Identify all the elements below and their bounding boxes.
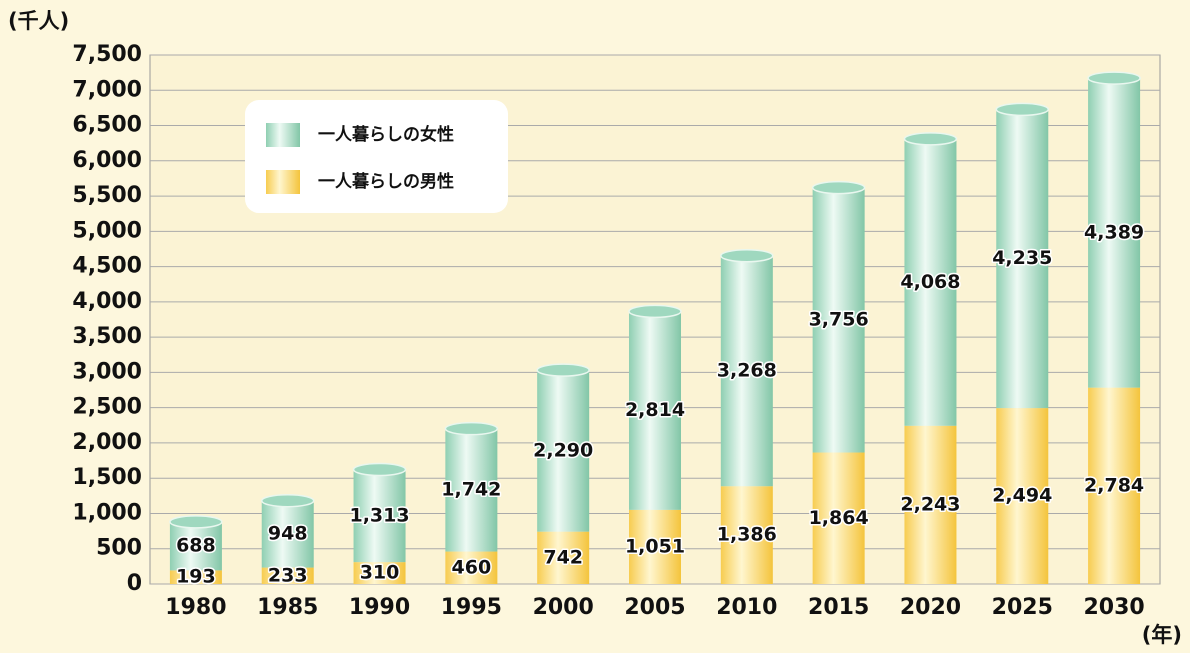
value-label: 4,235 xyxy=(992,247,1052,269)
y-tick-label: 5,500 xyxy=(72,183,142,208)
bar-top xyxy=(260,493,315,508)
bar-segment xyxy=(1088,78,1141,388)
value-label: 1,051 xyxy=(625,535,685,557)
value-label: 1,742 xyxy=(441,479,501,501)
bar-top xyxy=(536,363,590,377)
bar-segment xyxy=(169,521,222,571)
labels: 1980 193 688 1985 233 948 1990 310 1,313 1995 460 1… xyxy=(165,220,1145,620)
value-label: 4,389 xyxy=(1084,221,1144,243)
bar-segment xyxy=(537,370,590,532)
bar-segment xyxy=(1088,387,1141,584)
y-tick-label: 1,500 xyxy=(72,465,142,490)
legend-label: 一人暮らしの男性 xyxy=(318,171,454,192)
legend-label: 一人暮らしの女性 xyxy=(318,124,454,145)
y-tick-label: 3,500 xyxy=(72,324,142,349)
y-tick-label: 2,500 xyxy=(72,395,142,420)
y-tick-label: 2,000 xyxy=(72,430,142,455)
legend-swatch xyxy=(266,170,300,194)
bar-segment xyxy=(537,531,590,584)
y-tick-label: 3,000 xyxy=(72,359,142,384)
x-tick-label: 1980 xyxy=(165,595,226,620)
bar-top xyxy=(903,132,958,146)
value-label: 688 xyxy=(176,535,216,557)
y-tick-label: 5,000 xyxy=(72,218,142,243)
y-axis-label: (千人) xyxy=(8,9,69,33)
bar-segment xyxy=(261,567,314,584)
bar-top xyxy=(995,102,1050,117)
bar-segment xyxy=(629,311,681,510)
value-label: 3,268 xyxy=(717,359,777,381)
bar-segment xyxy=(261,500,314,568)
x-tick-label: 1995 xyxy=(441,595,502,620)
x-tick-label: 2010 xyxy=(716,595,777,620)
bar-top xyxy=(169,515,223,529)
bar-segment xyxy=(353,562,406,584)
bar-top xyxy=(811,180,866,195)
bar-segment xyxy=(904,138,957,426)
bar-top xyxy=(720,248,774,263)
bars xyxy=(169,71,1141,584)
value-label: 1,386 xyxy=(717,524,777,546)
value-label: 2,243 xyxy=(900,493,960,515)
bar-segment xyxy=(445,428,498,552)
value-label: 310 xyxy=(360,562,400,584)
bar-segment xyxy=(996,109,1049,409)
y-tick-label: 7,500 xyxy=(72,42,142,67)
y-tick-label: 4,000 xyxy=(72,289,142,314)
bar-segment xyxy=(904,425,957,584)
y-tick-label: 6,000 xyxy=(72,148,142,173)
bar-segment xyxy=(720,255,773,487)
value-label: 4,068 xyxy=(900,271,960,293)
y-tick-label: 4,500 xyxy=(72,254,142,279)
bar-segment xyxy=(445,551,498,584)
value-label: 193 xyxy=(176,566,216,588)
value-label: 2,784 xyxy=(1084,474,1144,496)
bar-segment xyxy=(353,469,406,563)
y-tick-label: 7,000 xyxy=(72,77,142,102)
value-label: 1,864 xyxy=(809,507,869,529)
bar-segment xyxy=(629,509,681,584)
x-axis-label: (年) xyxy=(1142,623,1182,647)
value-label: 233 xyxy=(268,564,308,586)
value-label: 1,313 xyxy=(349,504,409,526)
y-tick-label: 6,500 xyxy=(72,113,142,138)
x-tick-label: 2000 xyxy=(533,595,594,620)
value-label: 742 xyxy=(543,546,583,568)
value-label: 2,290 xyxy=(533,439,593,461)
x-tick-label: 1990 xyxy=(349,595,410,620)
bar-segment xyxy=(812,452,865,584)
x-tick-label: 1985 xyxy=(257,595,318,620)
bar-top xyxy=(352,462,407,477)
legend-swatch xyxy=(266,123,300,147)
y-tick-label: 500 xyxy=(96,536,142,561)
x-tick-label: 2025 xyxy=(992,595,1053,620)
value-label: 3,756 xyxy=(809,309,869,331)
value-label: 2,814 xyxy=(625,399,685,421)
x-tick-label: 2020 xyxy=(900,595,961,620)
x-tick-label: 2030 xyxy=(1083,595,1144,620)
value-label: 948 xyxy=(268,523,308,545)
bar-segment xyxy=(996,408,1049,584)
x-tick-label: 2005 xyxy=(624,595,685,620)
y-tick-label: 1,000 xyxy=(72,500,142,525)
value-label: 2,494 xyxy=(992,485,1052,507)
bar-segment xyxy=(169,570,222,584)
legend xyxy=(245,100,508,213)
bar-top xyxy=(1087,71,1141,85)
value-label: 460 xyxy=(452,556,492,578)
bar-segment xyxy=(720,486,773,584)
x-tick-label: 2015 xyxy=(808,595,869,620)
bar-top xyxy=(628,304,682,319)
bar-segment xyxy=(812,187,865,453)
y-tick-label: 0 xyxy=(127,571,142,596)
grid: 0 500 1,000 1,500 2,000 2,500 3,000 3,500 4,000 4… xyxy=(72,42,1160,596)
bar-top xyxy=(444,421,499,436)
